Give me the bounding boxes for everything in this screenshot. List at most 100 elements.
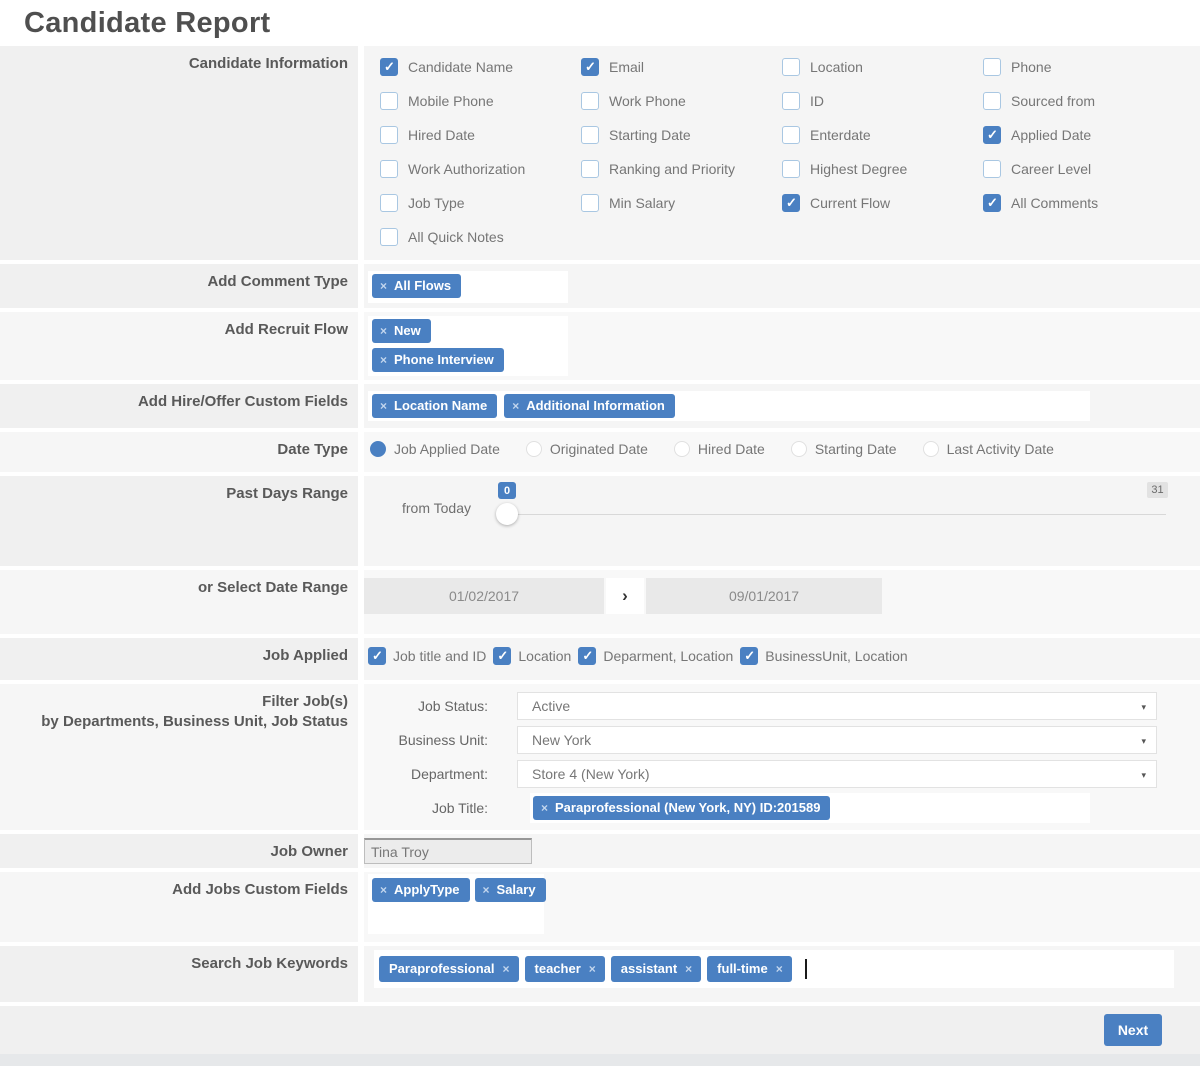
checkbox-icon (581, 194, 599, 212)
checkbox-icon (782, 58, 800, 76)
checkbox-work-phone[interactable]: Work Phone (581, 92, 782, 110)
checkbox-starting-date[interactable]: Starting Date (581, 126, 782, 144)
remove-icon[interactable]: × (775, 961, 783, 976)
next-button[interactable]: Next (1104, 1014, 1162, 1046)
checkbox-candidate-name[interactable]: Candidate Name (380, 58, 581, 76)
remove-icon[interactable]: × (502, 961, 510, 976)
checkbox-icon (380, 228, 398, 246)
add-hire-offer-label: Add Hire/Offer Custom Fields (0, 384, 358, 428)
checkbox-current-flow[interactable]: Current Flow (782, 194, 983, 212)
remove-icon[interactable]: × (685, 961, 693, 976)
radio-originated-date[interactable]: Originated Date (525, 441, 648, 457)
checkbox-all-quick-notes[interactable]: All Quick Notes (380, 228, 581, 246)
tag-phone-interview: × Phone Interview (372, 348, 504, 372)
start-date-input[interactable]: 01/02/2017 (364, 578, 604, 614)
slider-handle[interactable] (496, 503, 518, 525)
tag-keyword-teacher: teacher × (524, 956, 605, 982)
checkbox-icon (782, 92, 800, 110)
checkbox-department-location[interactable]: Deparment, Location (578, 647, 733, 665)
business-unit-value: New York (532, 732, 592, 748)
department-label: Department: (410, 766, 488, 782)
checkbox-icon (983, 92, 1001, 110)
text-cursor (804, 959, 807, 979)
tag-salary: × Salary (474, 878, 546, 902)
row-search-job-keywords: Search Job Keywords Paraprofessional × te… (0, 946, 1200, 1002)
checkbox-work-authorization[interactable]: Work Authorization (380, 160, 581, 178)
checkbox-icon (578, 647, 597, 665)
checkbox-phone[interactable]: Phone (983, 58, 1184, 76)
page-header: Candidate Report (0, 0, 1200, 46)
tag-paraprofessional-job: × Paraprofessional (New York, NY) ID:2015… (533, 796, 831, 820)
remove-icon[interactable]: × (482, 882, 490, 897)
radio-starting-date[interactable]: Starting Date (790, 441, 897, 457)
select-date-range-label: or Select Date Range (0, 570, 358, 634)
checkbox-mobile-phone[interactable]: Mobile Phone (380, 92, 581, 110)
tag-applytype: × ApplyType (372, 878, 470, 902)
row-filter-jobs: Filter Job(s) by Departments, Business U… (0, 684, 1200, 830)
job-title-tag-input[interactable]: × Paraprofessional (New York, NY) ID:2015… (530, 793, 1090, 823)
tag-label: New (394, 323, 421, 338)
jobs-custom-fields-tag-input[interactable]: × ApplyType × Salary (368, 874, 546, 934)
end-date-input[interactable]: 09/01/2017 (646, 578, 882, 614)
from-today-label: from Today (402, 500, 471, 516)
checkbox-email[interactable]: Email (581, 58, 782, 76)
checkbox-job-title-and-id[interactable]: Job title and ID (368, 647, 486, 665)
hire-offer-tag-input[interactable]: × Location Name × Additional Information (368, 391, 1090, 421)
date-range-picker: 01/02/2017 › 09/01/2017 (364, 578, 1200, 614)
radio-job-applied-date[interactable]: Job Applied Date (370, 441, 500, 457)
row-add-jobs-custom-fields: Add Jobs Custom Fields × ApplyType × Salar… (0, 872, 1200, 942)
remove-icon[interactable]: × (380, 398, 388, 413)
tag-keyword-assistant: assistant × (610, 956, 702, 982)
tag-location-name: × Location Name (372, 394, 498, 418)
radio-last-activity-date[interactable]: Last Activity Date (922, 441, 1054, 457)
job-status-select[interactable]: Active ▾ (517, 692, 1157, 720)
filter-jobs-label: Filter Job(s) (262, 693, 348, 710)
checkbox-job-type[interactable]: Job Type (380, 194, 581, 212)
remove-icon[interactable]: × (380, 882, 388, 897)
business-unit-select[interactable]: New York ▾ (517, 726, 1157, 754)
checkbox-id[interactable]: ID (782, 92, 983, 110)
checkbox-applied-date[interactable]: Applied Date (983, 126, 1184, 144)
checkbox-ranking-and-priority[interactable]: Ranking and Priority (581, 160, 782, 178)
tag-label: assistant (620, 961, 678, 976)
checkbox-hired-date[interactable]: Hired Date (380, 126, 581, 144)
radio-hired-date[interactable]: Hired Date (673, 441, 765, 457)
tag-label: full-time (717, 961, 768, 976)
tag-label: Additional Information (526, 398, 665, 413)
checkbox-icon (493, 647, 512, 665)
remove-icon[interactable]: × (512, 398, 520, 413)
remove-icon[interactable]: × (380, 352, 388, 367)
candidate-information-label: Candidate Information (0, 46, 358, 260)
remove-icon[interactable]: × (380, 278, 388, 293)
remove-icon[interactable]: × (380, 323, 388, 338)
date-type-options: Job Applied Date Originated Date Hired D… (364, 432, 1200, 457)
checkbox-highest-degree[interactable]: Highest Degree (782, 160, 983, 178)
filter-jobs-sublabel: by Departments, Business Unit, Job Statu… (41, 713, 348, 731)
checkbox-location[interactable]: Location (782, 58, 983, 76)
department-select[interactable]: Store 4 (New York) ▾ (517, 760, 1157, 788)
checkbox-icon (983, 126, 1001, 144)
checkbox-businessunit-location[interactable]: BusinessUnit, Location (740, 647, 908, 665)
radio-icon (790, 441, 807, 457)
checkbox-icon (740, 647, 759, 665)
tag-label: Location Name (394, 398, 488, 413)
checkbox-icon (368, 647, 386, 665)
checkbox-min-salary[interactable]: Min Salary (581, 194, 782, 212)
caret-down-icon: ▾ (1141, 736, 1146, 746)
remove-icon[interactable]: × (541, 800, 549, 815)
checkbox-sourced-from[interactable]: Sourced from (983, 92, 1184, 110)
checkbox-enterdate[interactable]: Enterdate (782, 126, 983, 144)
tag-label: All Flows (394, 278, 452, 293)
remove-icon[interactable]: × (588, 961, 596, 976)
keywords-tag-input[interactable]: Paraprofessional × teacher × assistant × fu… (374, 950, 1174, 988)
job-owner-input[interactable] (364, 838, 532, 864)
tag-keyword-paraprofessional: Paraprofessional × (379, 956, 519, 982)
checkbox-all-comments[interactable]: All Comments (983, 194, 1184, 212)
recruit-flow-tag-input[interactable]: × New × Phone Interview (368, 316, 568, 376)
comment-type-tag-input[interactable]: × All Flows (368, 271, 568, 303)
checkbox-location-option[interactable]: Location (493, 647, 571, 665)
job-applied-options: Job title and ID Location Deparment, Loc… (364, 638, 1200, 665)
checkbox-career-level[interactable]: Career Level (983, 160, 1184, 178)
checkbox-icon (581, 92, 599, 110)
row-job-applied: Job Applied Job title and ID Location De… (0, 638, 1200, 680)
